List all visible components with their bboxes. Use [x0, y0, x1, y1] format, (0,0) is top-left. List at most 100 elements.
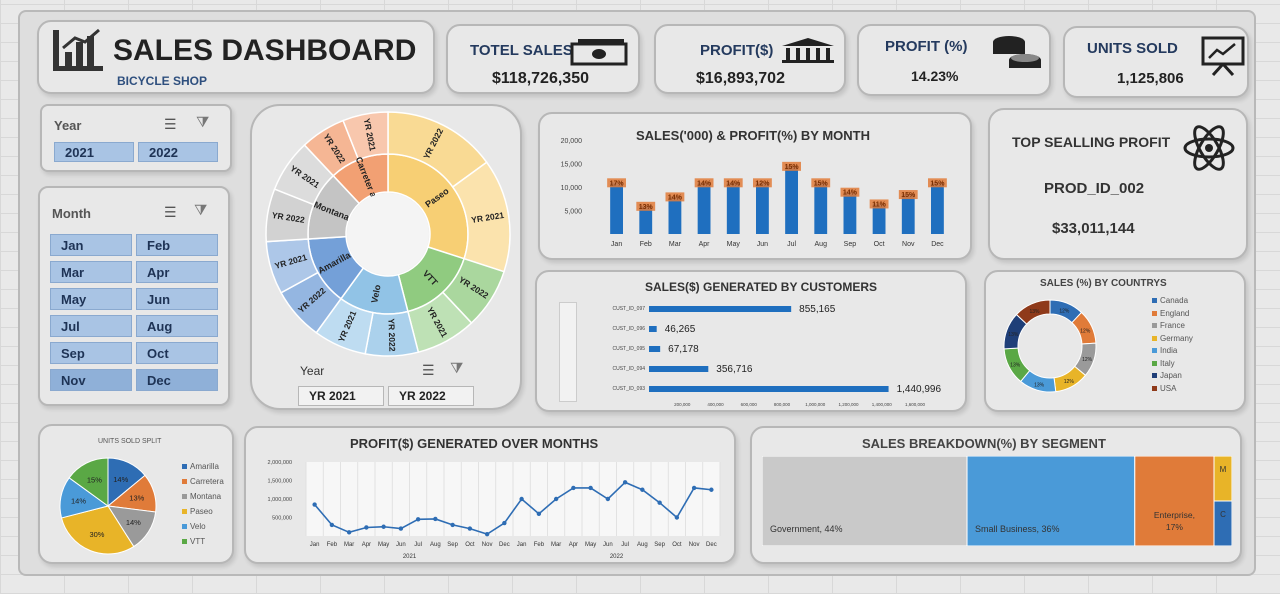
month-option[interactable]: Nov [50, 369, 132, 391]
year-option[interactable]: 2022 [138, 142, 218, 162]
series-line [314, 481, 712, 536]
x-tick-label: May [727, 241, 741, 248]
bar [814, 182, 828, 234]
legend-label: Germany [1160, 333, 1193, 343]
legend-label: Canada [1160, 296, 1189, 305]
legend-label: France [1160, 321, 1185, 330]
legend-item: Montana [182, 492, 221, 501]
cash-icon [570, 39, 628, 66]
multi-select-icon[interactable]: ☰ [164, 204, 177, 220]
data-label: 356,716 [716, 364, 753, 375]
x-tick-label: Dec [931, 241, 944, 248]
month-option[interactable]: Feb [136, 234, 218, 256]
y-tick-label: CUST_ID_095 [612, 346, 645, 352]
kpi-value: $16,893,702 [696, 70, 785, 87]
treemap-cell [1213, 456, 1232, 502]
monthly-sales-card: SALES('000) & PROFIT(%) BY MONTH 20,000 1… [538, 112, 972, 260]
legend-item: England [1152, 309, 1189, 318]
month-option[interactable]: Mar [50, 261, 132, 283]
x-tick-label: Nov [689, 542, 700, 548]
legend-swatch [182, 539, 187, 544]
x-tick-label: Oct [874, 241, 885, 248]
legend-swatch [1152, 335, 1157, 341]
point [571, 485, 576, 491]
point [640, 487, 645, 492]
month-option[interactable]: Dec [136, 369, 218, 391]
legend-item: Paseo [182, 507, 213, 516]
month-slicer: Month ☰ ⧩ Jan Feb Mar Apr May Jun Jul Aug Sep Oct… [38, 186, 230, 406]
data-label-bg [636, 201, 656, 211]
bar [697, 182, 711, 234]
clear-filter-icon[interactable]: ⧩ [450, 360, 464, 377]
x-tick-label: May [585, 542, 596, 548]
x-tick-label: Jul [621, 542, 629, 548]
x-tick-label: Apr [699, 241, 711, 248]
customers-bar-chart: CUST_ID_097 855,165 CUST_ID_096 46,265 CUST_… [612, 304, 941, 407]
x-tick-label: Oct [465, 542, 475, 548]
point [502, 520, 507, 526]
y-tick-label: 500,000 [272, 516, 292, 522]
treemap-label: M [1220, 465, 1227, 474]
legend-item: Germany [1152, 334, 1193, 343]
x-tick-label: Oct [672, 542, 682, 548]
treemap-label: 17% [1166, 522, 1183, 532]
data-label: 14% [113, 475, 128, 484]
month-option[interactable]: Jun [136, 288, 218, 310]
data-label: 67,178 [668, 344, 699, 355]
data-label-bg [811, 178, 831, 188]
legend-item: Italy [1152, 359, 1175, 368]
legend-item: Carretera [182, 477, 224, 486]
multi-select-icon[interactable]: ☰ [164, 116, 177, 132]
data-label: 13% [1008, 332, 1019, 338]
data-label: 12% [1080, 328, 1091, 334]
y-tick-label: CUST_ID_096 [612, 326, 645, 332]
sunburst-year-option[interactable]: YR 2021 [298, 386, 384, 406]
point [381, 524, 386, 529]
bar [668, 196, 682, 234]
legend-item: USA [1152, 384, 1176, 393]
point [709, 487, 714, 492]
legend-item: France [1152, 321, 1185, 330]
legend-label: Velo [190, 522, 206, 531]
data-label: 14% [126, 518, 141, 527]
data-label: 15% [87, 475, 102, 484]
month-option[interactable]: Sep [50, 342, 132, 364]
x-tick-label: 600,000 [741, 402, 758, 407]
month-option[interactable]: Jul [50, 315, 132, 337]
point [691, 485, 697, 491]
legend-label: England [1160, 308, 1190, 318]
legend-item: Amarilla [182, 462, 219, 471]
point [657, 500, 662, 505]
point [398, 526, 404, 531]
month-option[interactable]: Aug [136, 315, 218, 337]
data-label: 12% [1059, 309, 1070, 315]
legend-swatch [182, 464, 187, 469]
scrollbar-handle[interactable] [559, 302, 577, 402]
month-option[interactable]: Jan [50, 234, 132, 256]
clear-filter-icon[interactable]: ⧩ [196, 114, 210, 131]
year-option[interactable]: 2021 [54, 142, 134, 162]
month-option[interactable]: May [50, 288, 132, 310]
y-tick-label: 15,000 [561, 162, 583, 169]
data-label-bg [840, 187, 860, 197]
data-label: 14% [726, 180, 741, 187]
clear-filter-icon[interactable]: ⧩ [194, 202, 208, 219]
month-option[interactable]: Apr [136, 261, 218, 283]
x-tick-label: Dec [706, 542, 717, 548]
sunburst-outer-segment [342, 111, 389, 161]
month-option[interactable]: Oct [136, 342, 218, 364]
data-label: 46,265 [665, 324, 696, 335]
point [467, 526, 473, 531]
treemap-label: Enterprise, [1154, 510, 1195, 520]
x-tick-label: Mar [669, 241, 682, 248]
multi-select-icon[interactable]: ☰ [422, 362, 435, 378]
x-tick-label: Feb [640, 241, 652, 248]
kpi-value: 14.23% [911, 68, 959, 84]
point [588, 485, 593, 491]
data-label: 13% [129, 494, 144, 503]
sunburst-year-option[interactable]: YR 2022 [388, 386, 474, 406]
monthly-chart-title: SALES('000) & PROFIT(%) BY MONTH [636, 128, 870, 143]
legend-label: USA [1160, 383, 1177, 393]
x-tick-label: Jun [603, 542, 613, 548]
point [536, 511, 542, 516]
